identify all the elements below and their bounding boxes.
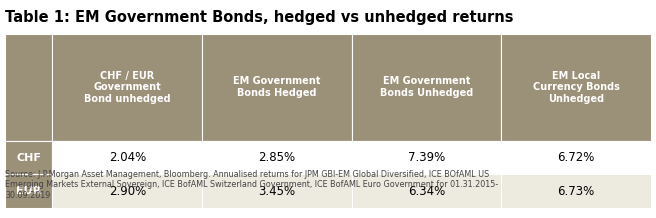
Text: EM Local
Currency Bonds
Unhedged: EM Local Currency Bonds Unhedged xyxy=(533,71,619,104)
Bar xyxy=(501,174,651,208)
Bar xyxy=(52,141,202,174)
Bar xyxy=(52,34,202,141)
Text: 3.45%: 3.45% xyxy=(258,185,295,198)
Text: EUR: EUR xyxy=(16,186,41,196)
Text: EM Government
Bonds Hedged: EM Government Bonds Hedged xyxy=(233,76,321,98)
Bar xyxy=(202,141,352,174)
Bar xyxy=(5,141,52,174)
Text: 2.85%: 2.85% xyxy=(258,151,295,164)
Text: 6.73%: 6.73% xyxy=(558,185,594,198)
Bar xyxy=(202,34,352,141)
Text: EM Government
Bonds Unhedged: EM Government Bonds Unhedged xyxy=(380,76,473,98)
Bar xyxy=(352,141,501,174)
Text: 6.72%: 6.72% xyxy=(558,151,594,164)
Bar xyxy=(202,174,352,208)
Bar xyxy=(352,174,501,208)
Bar xyxy=(501,34,651,141)
Text: Table 1: EM Government Bonds, hedged vs unhedged returns: Table 1: EM Government Bonds, hedged vs … xyxy=(5,10,514,25)
Bar xyxy=(52,174,202,208)
Text: 7.39%: 7.39% xyxy=(408,151,445,164)
Text: Source: J.P.Morgan Asset Management, Bloomberg. Annualised returns for JPM GBI-E: Source: J.P.Morgan Asset Management, Blo… xyxy=(5,170,499,200)
Text: 6.34%: 6.34% xyxy=(408,185,445,198)
Text: 2.90%: 2.90% xyxy=(109,185,146,198)
Bar xyxy=(501,141,651,174)
Bar xyxy=(5,34,52,141)
Text: CHF / EUR
Government
Bond unhedged: CHF / EUR Government Bond unhedged xyxy=(84,71,171,104)
Bar xyxy=(352,34,501,141)
Text: CHF: CHF xyxy=(16,153,41,162)
Text: 2.04%: 2.04% xyxy=(109,151,146,164)
Bar xyxy=(5,174,52,208)
